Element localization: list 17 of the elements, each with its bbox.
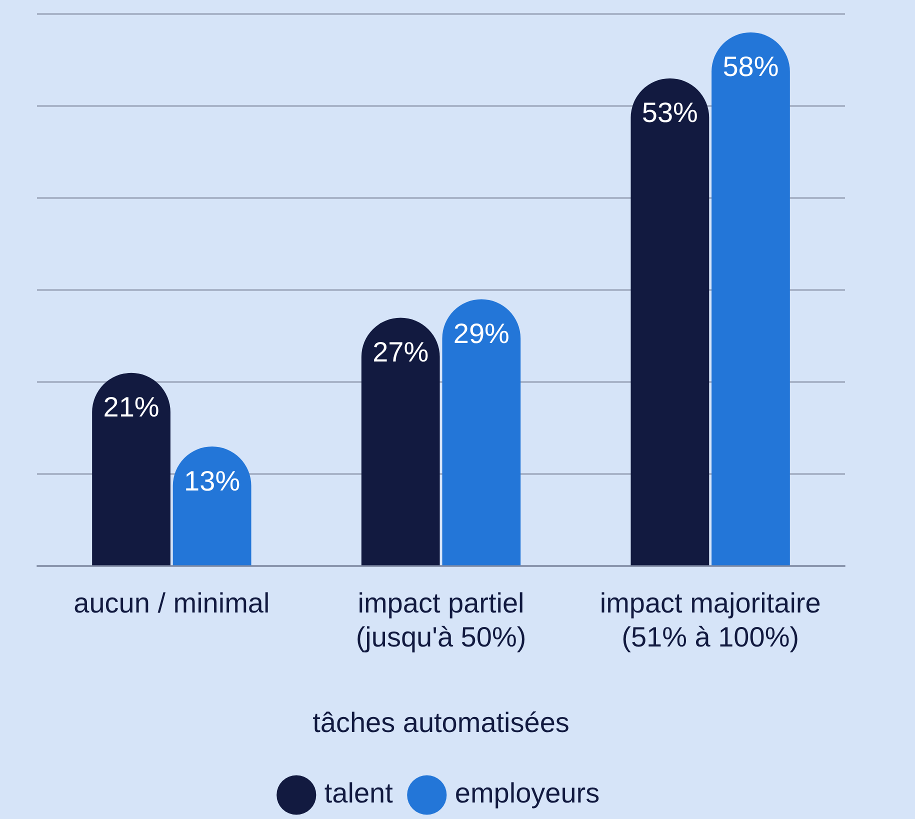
data-label: 13% — [184, 465, 240, 496]
bar — [712, 32, 790, 566]
x-tick-label: impact partiel (jusqu'à 50%) — [356, 588, 526, 652]
bar — [630, 78, 710, 566]
bar — [442, 299, 521, 566]
x-axis-title: tâches automatisées — [312, 706, 570, 738]
data-label: 29% — [453, 318, 510, 350]
x-tick-label: impact majoritaire (51% à 100%) — [600, 588, 821, 652]
legend-label: talent — [324, 778, 394, 809]
data-label: 58% — [722, 51, 779, 82]
legend-label: employeurs — [454, 778, 600, 809]
data-label: 21% — [103, 392, 160, 423]
data-label: 27% — [372, 336, 429, 368]
data-label: 53% — [642, 97, 698, 128]
bar — [361, 318, 440, 566]
bar — [92, 372, 170, 566]
x-tick-label: aucun / minimal — [74, 588, 270, 619]
